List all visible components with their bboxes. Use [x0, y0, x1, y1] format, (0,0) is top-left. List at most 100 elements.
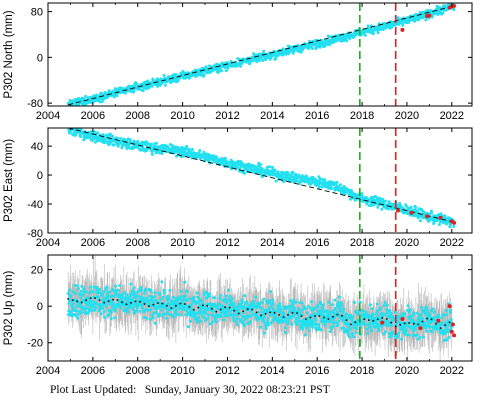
observation-point — [190, 148, 194, 151]
observation-point — [317, 323, 321, 326]
x-tick-label: 2008 — [125, 237, 149, 249]
observation-point — [307, 304, 311, 308]
observation-point — [407, 333, 411, 337]
model-point — [237, 312, 240, 315]
observation-point — [388, 309, 392, 313]
observation-point — [372, 322, 376, 325]
model-point — [80, 301, 83, 304]
observation-point — [75, 304, 79, 308]
observation-point — [190, 303, 194, 307]
observation-point — [317, 325, 321, 329]
observation-point — [126, 137, 130, 141]
red-point — [447, 304, 452, 309]
observation-point — [210, 320, 214, 324]
red-point — [450, 322, 455, 327]
observation-point — [435, 327, 439, 331]
axes-frame — [47, 127, 473, 234]
observation-point — [117, 302, 121, 306]
observation-point — [265, 299, 269, 303]
observation-point — [101, 306, 105, 310]
observation-point — [202, 316, 206, 320]
model-point — [192, 308, 195, 311]
observation-point — [443, 338, 446, 342]
observation-point — [341, 310, 345, 314]
observation-point — [178, 313, 182, 317]
observation-point — [237, 307, 241, 311]
observation-point — [141, 299, 145, 303]
observation-point — [334, 321, 338, 325]
observation-point — [167, 297, 171, 301]
x-tick-label: 2014 — [260, 365, 284, 377]
x-tick-label: 2008 — [125, 110, 149, 122]
observation-point — [185, 309, 189, 313]
observation-point — [375, 302, 379, 306]
model-point — [300, 315, 303, 317]
x-tick-label: 2018 — [350, 237, 374, 249]
observation-point — [234, 320, 238, 324]
observation-point — [271, 302, 275, 305]
observation-point — [75, 284, 79, 288]
observation-point — [120, 293, 124, 297]
observation-point — [113, 316, 117, 320]
observation-point — [380, 207, 384, 211]
observation-point — [387, 320, 391, 324]
observation-point — [103, 315, 106, 319]
observation-point — [142, 315, 146, 319]
observation-point — [263, 315, 267, 319]
observation-point — [273, 169, 277, 173]
red-point — [395, 208, 400, 213]
model-point — [255, 311, 258, 314]
observation-point — [206, 316, 210, 320]
observation-point — [276, 304, 280, 308]
observation-point — [281, 174, 285, 178]
observation-point — [80, 284, 84, 288]
observation-point — [321, 307, 325, 311]
x-tick-label: 2012 — [215, 237, 239, 249]
observation-point — [183, 280, 187, 284]
observation-point — [346, 330, 350, 334]
observation-point — [218, 297, 222, 301]
observation-point — [121, 295, 125, 299]
observation-point — [161, 295, 165, 299]
observation-point — [172, 295, 176, 299]
model-point — [399, 323, 402, 326]
observation-point — [198, 319, 202, 323]
observation-point — [413, 19, 417, 23]
observation-point — [421, 326, 425, 330]
observation-point — [99, 312, 103, 316]
model-point — [103, 301, 105, 304]
observation-point — [113, 294, 116, 298]
observation-point — [146, 297, 150, 301]
observation-point — [214, 320, 218, 323]
observation-point — [336, 323, 340, 327]
observation-point — [204, 158, 207, 162]
observation-point — [440, 323, 444, 327]
x-tick-label: 2006 — [81, 237, 105, 249]
observation-point — [146, 308, 150, 312]
observation-point — [161, 312, 165, 316]
observation-point — [188, 319, 192, 323]
observation-point — [297, 307, 301, 310]
observation-point — [254, 295, 258, 299]
observation-point — [169, 143, 172, 146]
observation-point — [311, 320, 315, 324]
observation-point — [225, 301, 229, 305]
observation-point — [331, 324, 335, 328]
model-point — [121, 301, 123, 304]
observation-point — [323, 178, 327, 182]
red-point — [452, 220, 457, 225]
observation-point — [345, 312, 348, 316]
observation-point — [328, 313, 332, 317]
observation-point — [82, 287, 86, 291]
observation-point — [430, 330, 434, 334]
observation-point — [68, 107, 71, 110]
model-point — [157, 302, 159, 305]
observation-point — [291, 51, 295, 55]
model-point — [201, 304, 204, 307]
observation-point — [140, 303, 144, 307]
model-point — [85, 299, 87, 302]
observation-point — [334, 306, 337, 310]
observation-point — [319, 302, 323, 306]
observation-point — [199, 299, 203, 303]
model-point — [183, 303, 186, 305]
